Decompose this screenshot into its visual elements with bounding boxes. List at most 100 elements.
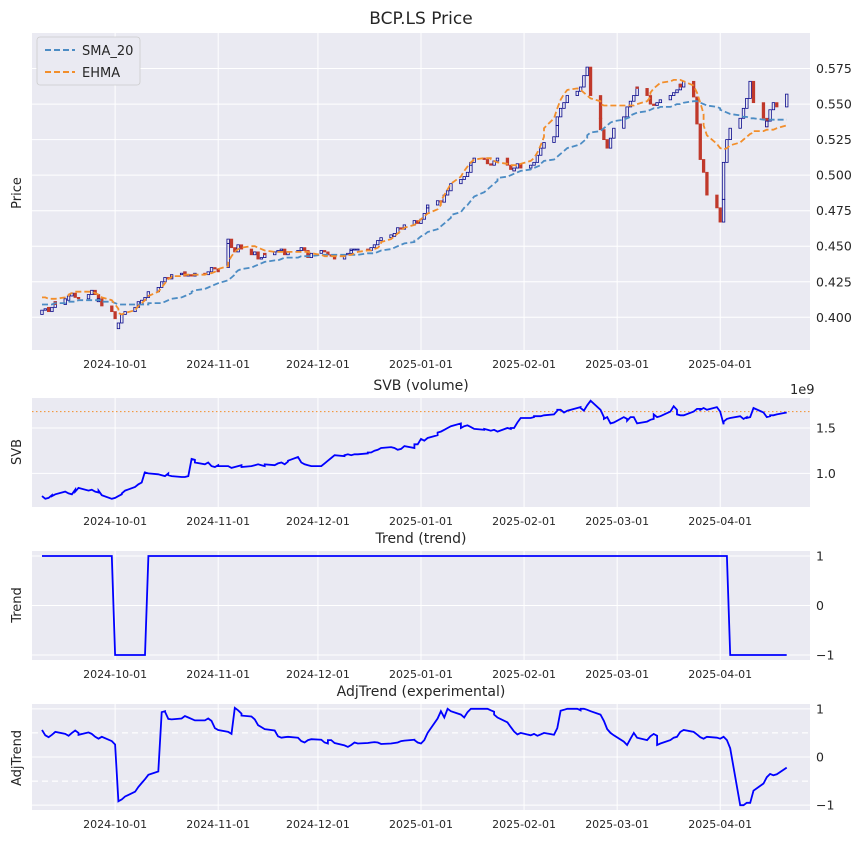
candle bbox=[728, 127, 732, 141]
y-tick-label: −1 bbox=[816, 798, 834, 813]
candle bbox=[698, 123, 702, 160]
x-tick-label: 2025-01-01 bbox=[389, 515, 453, 528]
candle bbox=[672, 92, 676, 96]
chart-title: BCP.LS Price bbox=[369, 9, 472, 29]
candle bbox=[585, 66, 589, 77]
candle bbox=[73, 292, 77, 298]
plot-area: 2024-10-01 2024-11-01 2024-12-01 2025-01-01… bbox=[32, 398, 836, 528]
x-tick-label: 2024-11-01 bbox=[186, 358, 250, 371]
x-tick-label: 2024-11-01 bbox=[186, 515, 250, 528]
candle bbox=[608, 137, 613, 149]
x-tick-label: 2025-04-01 bbox=[688, 358, 752, 371]
x-tick-label: 2025-01-01 bbox=[389, 668, 453, 681]
x-tick-label: 2024-10-01 bbox=[83, 668, 147, 681]
candle bbox=[652, 103, 656, 106]
candle bbox=[562, 102, 566, 109]
candle bbox=[532, 161, 536, 166]
candle bbox=[705, 171, 709, 196]
candle bbox=[226, 238, 230, 244]
x-tick-label: 2025-02-01 bbox=[492, 818, 556, 831]
candle bbox=[319, 250, 323, 254]
candle bbox=[675, 89, 679, 94]
candle bbox=[555, 116, 559, 126]
candle bbox=[322, 250, 327, 253]
plot-area: 2024-10-01 2024-11-01 2024-12-01 2025-01-01… bbox=[32, 33, 852, 371]
candle bbox=[356, 248, 360, 251]
candle bbox=[50, 306, 54, 313]
candle bbox=[509, 164, 513, 170]
x-tick-label: 2025-04-01 bbox=[688, 668, 752, 681]
candle bbox=[565, 95, 569, 104]
y-axis-label: Price bbox=[10, 177, 25, 209]
candle bbox=[40, 309, 44, 315]
candle bbox=[632, 95, 636, 102]
candle bbox=[598, 95, 603, 119]
candle bbox=[678, 83, 682, 88]
y-tick-label: 0 bbox=[816, 750, 824, 765]
candle bbox=[372, 244, 377, 249]
candle bbox=[249, 248, 254, 256]
candle bbox=[459, 179, 463, 185]
candle bbox=[63, 298, 67, 305]
plot-area: 2024-10-01 2024-11-01 2024-12-01 2025-01-01… bbox=[32, 701, 834, 831]
candle bbox=[110, 305, 114, 313]
candle bbox=[43, 308, 47, 311]
chart-title: Trend (trend) bbox=[375, 531, 467, 547]
axis-offset-label: 1e9 bbox=[790, 383, 815, 398]
candle bbox=[465, 171, 470, 177]
candle bbox=[785, 93, 789, 108]
x-tick-label: 2025-04-01 bbox=[688, 515, 752, 528]
candle bbox=[76, 297, 81, 300]
candle bbox=[741, 107, 746, 119]
legend-label-ehma: EHMA bbox=[82, 66, 120, 81]
candle bbox=[163, 277, 167, 283]
candle bbox=[376, 240, 380, 246]
x-tick-label: 2025-01-01 bbox=[389, 358, 453, 371]
y-tick-label: 0.525 bbox=[816, 132, 852, 147]
candle bbox=[658, 99, 663, 104]
candle bbox=[625, 106, 629, 118]
candle bbox=[259, 257, 264, 260]
x-tick-label: 2024-10-01 bbox=[83, 515, 147, 528]
x-tick-label: 2025-02-01 bbox=[492, 515, 556, 528]
candle bbox=[718, 207, 722, 223]
series-line-1 bbox=[42, 79, 787, 316]
candle bbox=[179, 272, 184, 276]
y-axis-label: SVB bbox=[10, 439, 25, 465]
adjtrend-panel: 2024-10-01 2024-11-01 2024-12-01 2025-01-01… bbox=[10, 684, 834, 831]
candle bbox=[299, 247, 303, 251]
candle bbox=[725, 139, 729, 163]
candle bbox=[655, 102, 659, 106]
y-tick-label: 0.475 bbox=[816, 203, 852, 218]
candle bbox=[738, 117, 742, 129]
candle bbox=[389, 234, 393, 239]
candle bbox=[279, 248, 284, 251]
candle bbox=[256, 251, 260, 260]
x-tick-label: 2025-02-01 bbox=[492, 668, 556, 681]
x-tick-label: 2024-11-01 bbox=[186, 818, 250, 831]
candle bbox=[445, 190, 450, 196]
candle bbox=[273, 251, 277, 256]
candle bbox=[189, 274, 194, 277]
candle bbox=[229, 238, 234, 249]
candle bbox=[628, 100, 633, 108]
chart-title: SVB (volume) bbox=[373, 378, 468, 394]
candle bbox=[578, 86, 583, 92]
chart-title: AdjTrend (experimental) bbox=[337, 684, 506, 700]
candle bbox=[46, 306, 51, 313]
candle bbox=[635, 86, 639, 89]
x-tick-label: 2025-04-01 bbox=[688, 818, 752, 831]
series-line-0 bbox=[41, 706, 788, 807]
candle bbox=[622, 116, 626, 129]
y-tick-label: 0 bbox=[816, 598, 824, 613]
y-tick-label: 1.5 bbox=[816, 420, 836, 435]
candle bbox=[701, 159, 706, 173]
candle bbox=[352, 248, 357, 251]
candle bbox=[116, 322, 121, 330]
svb-panel: 2024-10-01 2024-11-01 2024-12-01 2025-01-01… bbox=[10, 378, 836, 528]
x-tick-label: 2024-12-01 bbox=[286, 515, 350, 528]
y-tick-label: 1 bbox=[816, 701, 824, 716]
candle bbox=[751, 80, 756, 104]
candle bbox=[263, 252, 267, 256]
